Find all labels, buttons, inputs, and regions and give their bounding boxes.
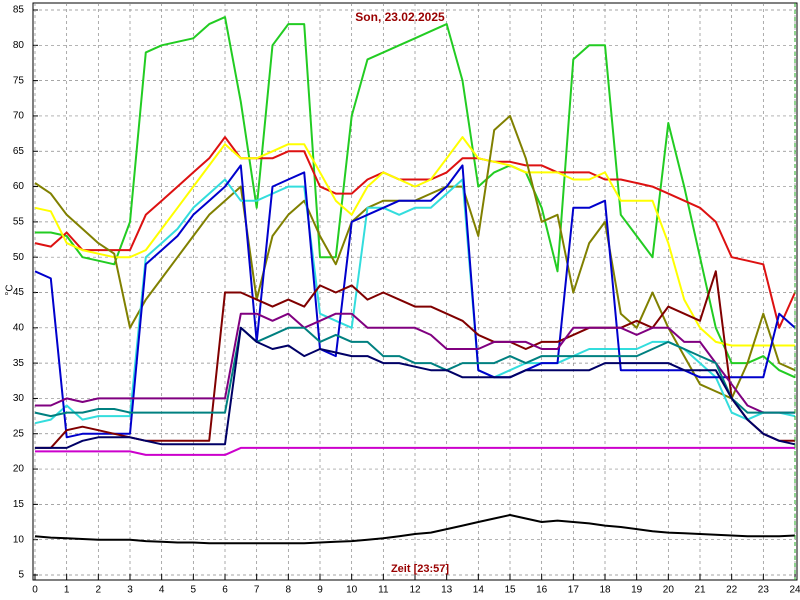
x-tick-label: 17 (568, 585, 580, 596)
y-tick-label: 25 (13, 428, 25, 439)
x-tick-label: 10 (346, 585, 358, 596)
y-tick-label: 10 (13, 534, 25, 545)
x-tick-label: 9 (317, 585, 323, 596)
x-tick-label: 8 (286, 585, 292, 596)
y-tick-label: 80 (13, 40, 25, 51)
x-tick-label: 18 (599, 585, 611, 596)
y-tick-label: 50 (13, 252, 25, 263)
x-tick-label: 1 (64, 585, 70, 596)
y-tick-label: 70 (13, 111, 25, 122)
y-tick-label: 40 (13, 322, 25, 333)
y-tick-label: 75 (13, 75, 25, 86)
x-tick-label: 23 (758, 585, 770, 596)
x-tick-label: 11 (378, 585, 389, 596)
x-tick-label: 21 (694, 585, 706, 596)
chart-title: Son, 23.02.2025 (355, 10, 445, 24)
x-tick-label: 5 (191, 585, 197, 596)
y-tick-label: 45 (13, 287, 25, 298)
x-tick-label: 2 (96, 585, 102, 596)
x-tick-label: 20 (663, 585, 675, 596)
x-tick-label: 19 (631, 585, 643, 596)
series-line (35, 446, 795, 456)
y-tick-label: 15 (13, 499, 25, 510)
series-line (34, 164, 796, 439)
y-tick-label: 20 (13, 464, 25, 475)
x-tick-label: 13 (441, 585, 453, 596)
x-tick-label: 6 (222, 585, 228, 596)
series-line (35, 270, 795, 449)
y-tick-label: 35 (13, 358, 25, 369)
x-tick-label: 12 (409, 585, 421, 596)
y-tick-label: 65 (13, 146, 25, 157)
x-tick-label: 16 (536, 585, 548, 596)
y-tick-label: 30 (13, 393, 25, 404)
y-tick-label: 60 (13, 181, 25, 192)
y-tick-label: 85 (13, 5, 25, 16)
series-line (34, 136, 796, 329)
x-tick-label: 22 (726, 585, 738, 596)
x-tick-label: 3 (127, 585, 133, 596)
y-axis-label: °C (5, 284, 16, 295)
series-line (35, 312, 795, 414)
x-axis-label: Zeit [23:57] (391, 563, 449, 575)
x-tick-label: 15 (504, 585, 516, 596)
x-tick-label: 4 (159, 585, 165, 596)
x-tick-label: 24 (789, 585, 800, 596)
x-tick-label: 14 (473, 585, 485, 596)
series-line (34, 326, 795, 418)
series-line (34, 514, 796, 545)
x-tick-label: 7 (254, 585, 260, 596)
y-tick-label: 5 (18, 570, 24, 581)
y-tick-label: 55 (13, 217, 25, 228)
series-line (35, 16, 796, 379)
series-line (35, 326, 796, 449)
x-tick-label: 0 (32, 585, 38, 596)
series-line (34, 136, 795, 347)
